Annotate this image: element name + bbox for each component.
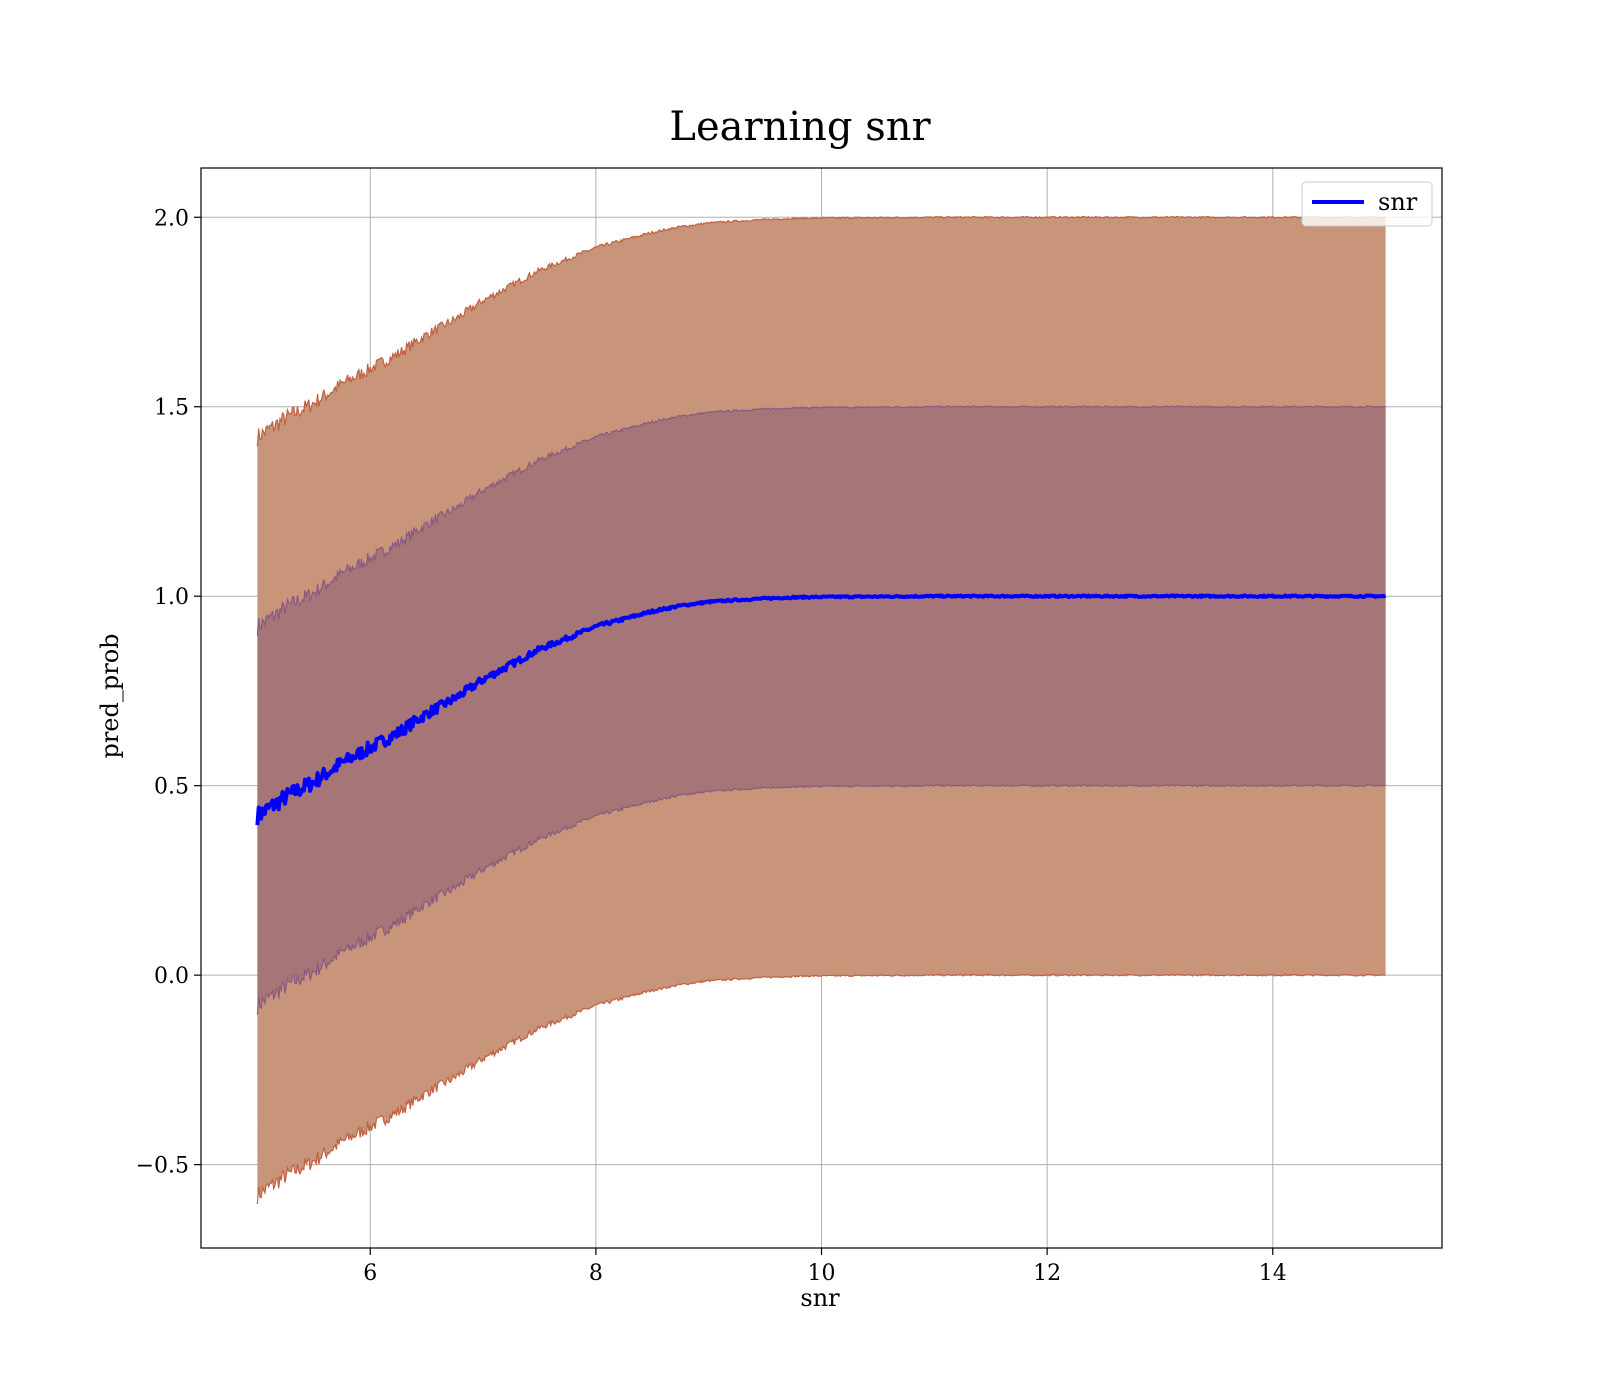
- band-upper-edge: [256, 405, 1386, 636]
- y-tick-label: 1.5: [154, 396, 189, 421]
- chart-title: Learning snr: [669, 104, 931, 150]
- x-axis-ticks: 6 8 10 12 14: [363, 1248, 1287, 1286]
- bands: [256, 215, 1386, 1205]
- y-axis-label: pred_prob: [96, 633, 124, 758]
- y-tick-label: 0.0: [154, 964, 189, 989]
- band-lower-edge: [256, 784, 1386, 1015]
- band-upper-edge: [256, 215, 1386, 447]
- x-tick-label: 8: [589, 1261, 603, 1286]
- y-tick-label: 2.0: [154, 206, 189, 231]
- legend: snr: [1301, 181, 1433, 227]
- series-lines: [255, 593, 1387, 826]
- x-tick-label: 12: [1033, 1261, 1061, 1286]
- legend-box: [1301, 181, 1433, 227]
- y-tick-label: 0.5: [154, 775, 189, 800]
- x-tick-label: 10: [808, 1261, 836, 1286]
- legend-label-snr: snr: [1378, 188, 1418, 216]
- y-tick-label: −0.5: [136, 1154, 189, 1179]
- x-tick-label: 14: [1259, 1261, 1287, 1286]
- y-axis-ticks: −0.5 0.0 0.5 1.0 1.5 2.0: [136, 206, 201, 1179]
- y-tick-label: 1.0: [154, 585, 189, 610]
- x-axis-label: snr: [800, 1284, 840, 1312]
- band-lower-edge: [256, 973, 1386, 1205]
- series-line-snr: [255, 593, 1387, 826]
- confidence-band-inner: [257, 406, 1386, 1015]
- x-tick-label: 6: [363, 1261, 377, 1286]
